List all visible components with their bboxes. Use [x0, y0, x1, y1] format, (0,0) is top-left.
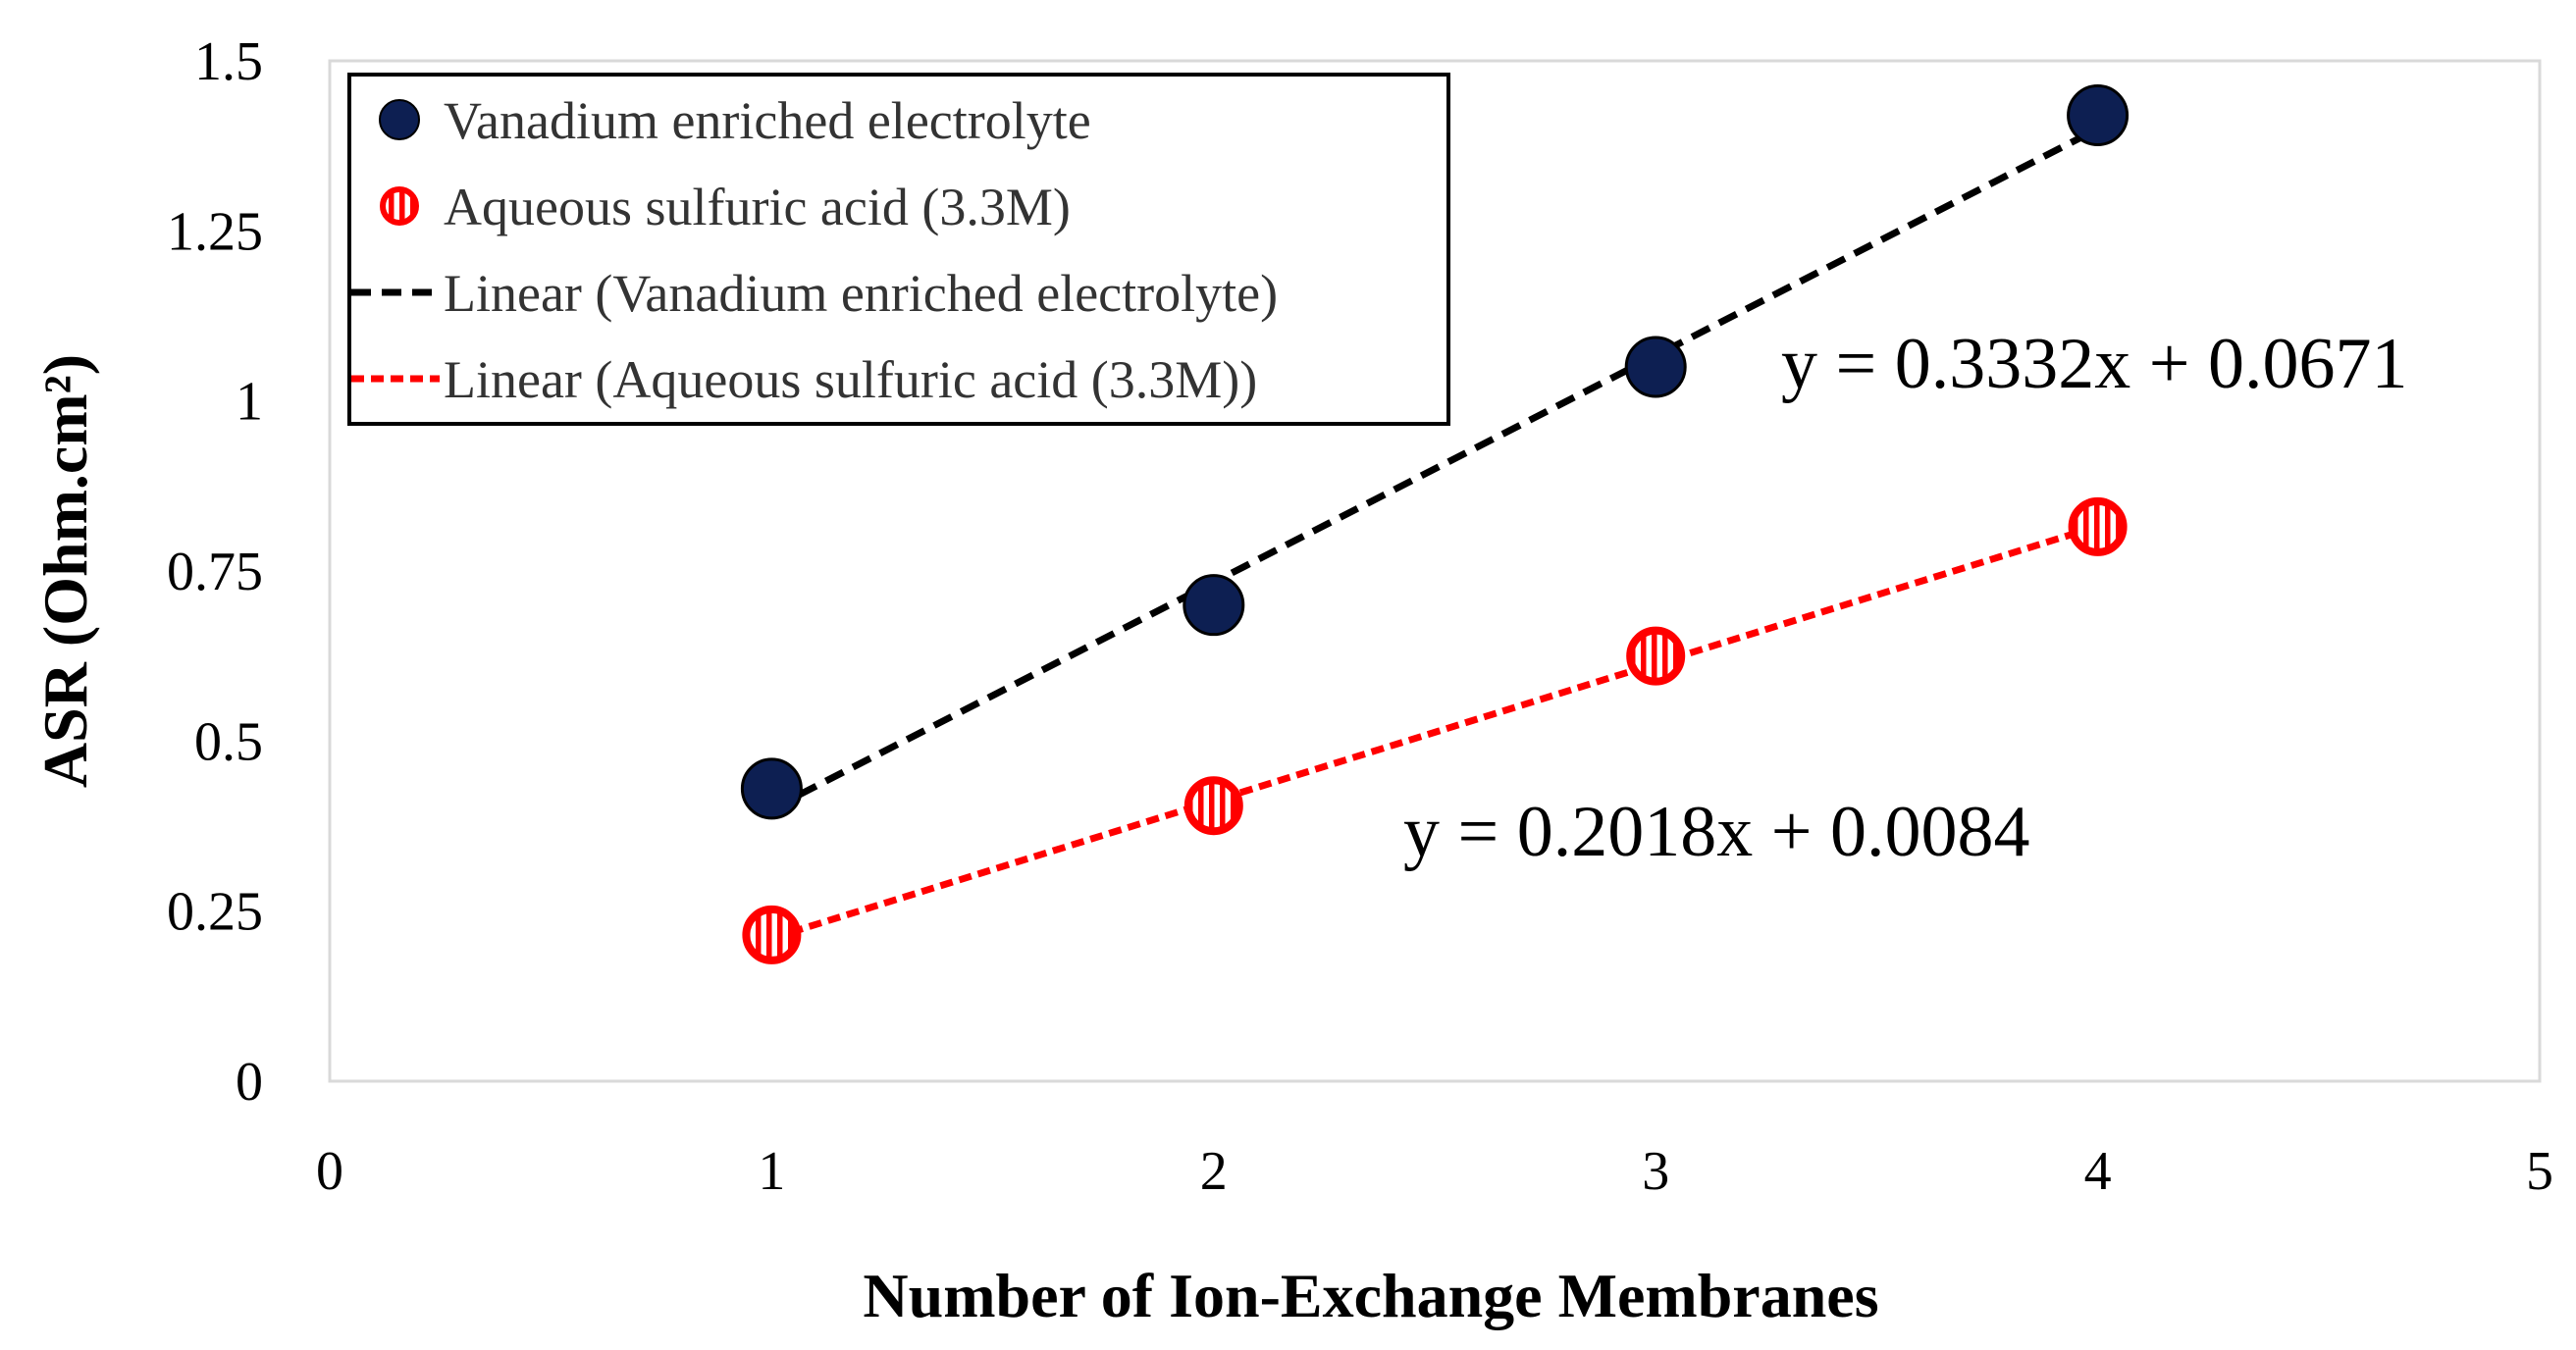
data-point-sulfuric[interactable] [1626, 626, 1686, 686]
x-tick-label: 1 [758, 1141, 785, 1202]
x-axis-title: Number of Ion-Exchange Membranes [863, 1261, 1878, 1330]
legend-marker-sulfuric [380, 186, 419, 226]
legend-label-vanadium: Vanadium enriched electrolyte [444, 91, 1091, 150]
x-tick-label: 4 [2084, 1141, 2112, 1202]
y-tick-label: 0.5 [194, 711, 263, 772]
y-tick-label: 0.25 [167, 882, 263, 943]
x-tick-label: 0 [316, 1141, 343, 1202]
trendline-sulfuric [770, 523, 2099, 942]
data-point-sulfuric[interactable] [1183, 776, 1243, 836]
data-point-vanadium[interactable] [2067, 83, 2129, 146]
trendlines [769, 126, 2100, 942]
y-tick-label: 1 [236, 372, 263, 433]
equation-vanadium: y = 0.3332x + 0.0671 [1781, 324, 2407, 404]
legend-label-sulfuric: Aqueous sulfuric acid (3.3M) [444, 178, 1071, 236]
trendline-vanadium [769, 126, 2100, 812]
y-tick-label: 1.5 [194, 31, 263, 92]
x-tick-label: 5 [2526, 1141, 2553, 1202]
legend[interactable]: Vanadium enriched electrolyte Aqueous su… [347, 73, 1450, 426]
y-axis-title: ASR (Ohm.cm²) [30, 354, 100, 788]
y-axis-ticks: 0 0.25 0.5 0.75 1 1.25 1.5 [167, 31, 263, 1113]
y-tick-label: 1.25 [167, 201, 263, 262]
x-tick-label: 3 [1642, 1141, 1669, 1202]
legend-label-linear-vanadium: Linear (Vanadium enriched electrolyte) [444, 264, 1278, 323]
legend-marker-vanadium [379, 99, 420, 140]
x-axis-ticks: 0 1 2 3 4 5 [316, 1141, 2553, 1202]
data-point-sulfuric[interactable] [742, 905, 802, 964]
legend-box [347, 73, 1450, 426]
x-tick-label: 2 [1200, 1141, 1228, 1202]
data-point-vanadium[interactable] [740, 757, 803, 820]
data-point-vanadium[interactable] [1183, 574, 1245, 637]
data-point-sulfuric[interactable] [2068, 496, 2128, 556]
data-point-vanadium[interactable] [1624, 336, 1687, 398]
y-tick-label: 0 [236, 1052, 263, 1113]
y-tick-label: 0.75 [167, 542, 263, 602]
equation-sulfuric: y = 0.2018x + 0.0084 [1403, 792, 2029, 872]
legend-label-linear-sulfuric: Linear (Aqueous sulfuric acid (3.3M)) [444, 350, 1257, 409]
data-points [740, 83, 2129, 964]
